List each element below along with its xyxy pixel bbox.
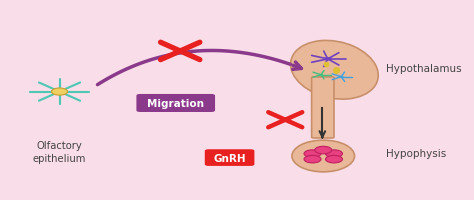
Circle shape <box>326 156 343 163</box>
Ellipse shape <box>292 140 355 172</box>
FancyBboxPatch shape <box>205 150 255 166</box>
Circle shape <box>338 76 344 78</box>
FancyBboxPatch shape <box>137 94 215 112</box>
Ellipse shape <box>291 41 378 100</box>
Circle shape <box>304 150 321 158</box>
Text: Migration: Migration <box>147 98 204 108</box>
Circle shape <box>315 147 332 154</box>
Circle shape <box>53 89 66 95</box>
Circle shape <box>304 156 321 163</box>
Text: GnRH: GnRH <box>213 153 246 163</box>
Circle shape <box>319 74 323 76</box>
Circle shape <box>326 150 343 158</box>
Text: Hypophysis: Hypophysis <box>386 149 446 159</box>
FancyBboxPatch shape <box>311 78 334 138</box>
Circle shape <box>324 58 332 61</box>
Text: Hypothalamus: Hypothalamus <box>386 64 462 74</box>
Text: Olfactory
epithelium: Olfactory epithelium <box>33 140 86 164</box>
Circle shape <box>52 89 68 96</box>
